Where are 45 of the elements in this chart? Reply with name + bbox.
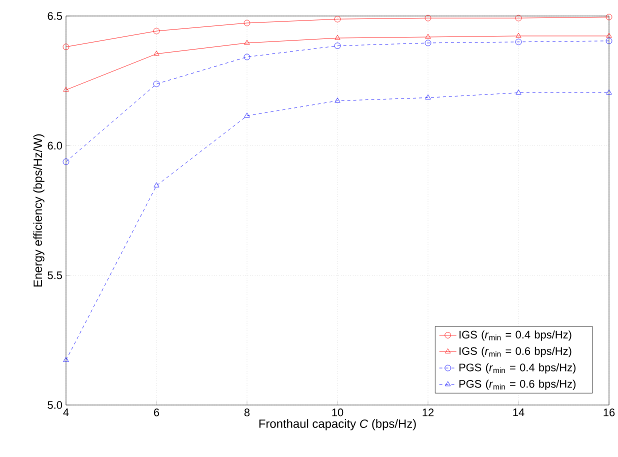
point <box>606 32 612 38</box>
point <box>424 14 432 22</box>
x-tick-label: 8 <box>244 408 250 416</box>
point <box>153 80 160 88</box>
point <box>244 20 250 26</box>
point <box>606 38 612 44</box>
y-axis-title: Energy efficiency (bps/Hz/W) <box>33 134 44 286</box>
legend-label: PGS (r$_{min}$ = 0.4 bps/Hz) <box>459 363 576 374</box>
point <box>244 112 250 118</box>
point <box>334 98 340 102</box>
point <box>425 94 431 100</box>
point <box>334 16 341 22</box>
point <box>62 158 70 165</box>
point <box>62 44 70 50</box>
point <box>63 86 69 92</box>
point <box>63 356 69 362</box>
point <box>606 14 612 20</box>
point <box>154 50 160 56</box>
point <box>516 90 522 94</box>
x-tick-label: 4 <box>63 408 69 416</box>
point <box>154 182 160 188</box>
point <box>244 40 250 45</box>
point <box>606 90 612 94</box>
y-tick-label: 6.5 <box>48 12 62 20</box>
point <box>515 38 522 46</box>
x-tick-label: 10 <box>332 408 344 416</box>
point <box>153 28 160 34</box>
y-tick-label: 6.0 <box>48 142 62 150</box>
point <box>425 34 431 39</box>
point <box>334 42 341 50</box>
y-tick-label: 5.0 <box>48 401 62 409</box>
point <box>516 32 522 38</box>
point <box>515 14 522 22</box>
x-axis-title: Fronthaul capacity C (bps/Hz) <box>259 419 416 430</box>
point <box>424 40 432 46</box>
point <box>244 54 250 60</box>
x-tick-label: 16 <box>604 408 615 416</box>
point <box>334 34 340 40</box>
y-tick-label: 5.5 <box>48 272 62 280</box>
legend-label: IGS (r$_{min}$ = 0.6 bps/Hz) <box>460 346 572 358</box>
x-tick-label: 14 <box>513 408 524 416</box>
legend-label: IGS (r$_{min}$ = 0.4 bps/Hz) <box>460 330 572 341</box>
x-tick-label: 6 <box>154 408 160 416</box>
x-tick-label: 12 <box>422 408 434 416</box>
legend-label: PGS (r$_{min}$ = 0.6 bps/Hz) <box>459 380 576 390</box>
